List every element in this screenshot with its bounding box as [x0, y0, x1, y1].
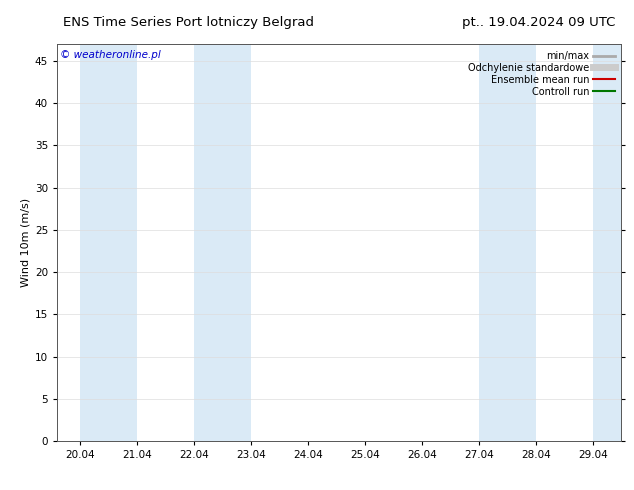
- Y-axis label: Wind 10m (m/s): Wind 10m (m/s): [21, 198, 30, 287]
- Text: © weatheronline.pl: © weatheronline.pl: [60, 50, 160, 60]
- Text: ENS Time Series Port lotniczy Belgrad: ENS Time Series Port lotniczy Belgrad: [63, 16, 314, 28]
- Legend: min/max, Odchylenie standardowe, Ensemble mean run, Controll run: min/max, Odchylenie standardowe, Ensembl…: [466, 49, 616, 98]
- Bar: [479, 44, 536, 441]
- Bar: [593, 44, 621, 441]
- Bar: [194, 44, 251, 441]
- Text: pt.. 19.04.2024 09 UTC: pt.. 19.04.2024 09 UTC: [462, 16, 615, 28]
- Bar: [80, 44, 137, 441]
